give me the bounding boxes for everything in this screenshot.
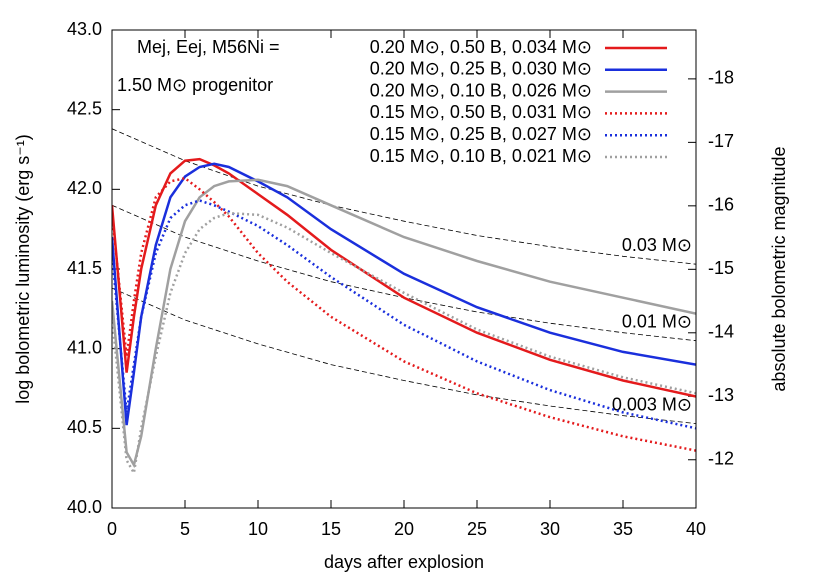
reference-line [112, 128, 696, 265]
reference-label: 0.03 M⊙ [622, 235, 692, 255]
reference-line [112, 287, 696, 424]
x-tick-label: 15 [321, 519, 341, 539]
legend-label: 0.15 M⊙, 0.10 B, 0.021 M⊙ [370, 146, 592, 166]
y2-tick-label: -17 [708, 131, 734, 151]
y2-axis-label: absolute bolometric magnitude [769, 146, 789, 391]
x-tick-label: 40 [686, 519, 706, 539]
x-tick-label: 5 [180, 519, 190, 539]
x-tick-label: 0 [107, 519, 117, 539]
series-line [112, 199, 696, 430]
y-tick-label: 41.5 [67, 258, 102, 278]
y-tick-label: 40.5 [67, 417, 102, 437]
y2-tick-label: -14 [708, 322, 734, 342]
annotation: 1.50 M⊙ progenitor [117, 75, 273, 95]
legend-label: 0.20 M⊙, 0.25 B, 0.030 M⊙ [370, 59, 592, 79]
legend-label: 0.15 M⊙, 0.50 B, 0.031 M⊙ [370, 102, 592, 122]
y2-tick-label: -18 [708, 68, 734, 88]
x-tick-label: 10 [248, 519, 268, 539]
y2-tick-label: -12 [708, 449, 734, 469]
y-tick-label: 41.0 [67, 337, 102, 357]
reference-label: 0.01 M⊙ [622, 311, 692, 331]
x-axis-label: days after explosion [324, 552, 484, 572]
y-tick-label: 43.0 [67, 19, 102, 39]
x-tick-label: 25 [467, 519, 487, 539]
y-axis-label: log bolometric luminosity (erg s⁻¹) [13, 134, 33, 404]
y-tick-label: 40.0 [67, 497, 102, 517]
y2-tick-label: -15 [708, 258, 734, 278]
legend-label: 0.20 M⊙, 0.50 B, 0.034 M⊙ [370, 37, 592, 57]
series-line [112, 157, 696, 398]
legend-label: 0.20 M⊙, 0.10 B, 0.026 M⊙ [370, 80, 592, 100]
legend-label: 0.15 M⊙, 0.25 B, 0.027 M⊙ [370, 124, 592, 144]
series-line [112, 178, 696, 469]
y2-tick-label: -16 [708, 195, 734, 215]
x-tick-label: 20 [394, 519, 414, 539]
y2-tick-label: -13 [708, 385, 734, 405]
series-line [112, 162, 696, 426]
series-line [112, 176, 696, 452]
y-tick-label: 42.5 [67, 98, 102, 118]
reference-label: 0.003 M⊙ [612, 394, 692, 414]
x-tick-label: 35 [613, 519, 633, 539]
legend-title: Mej, Eej, M56Ni = [137, 37, 280, 57]
x-tick-label: 30 [540, 519, 560, 539]
plot-frame [111, 29, 697, 509]
y-tick-label: 42.0 [67, 178, 102, 198]
series-line [112, 211, 696, 477]
